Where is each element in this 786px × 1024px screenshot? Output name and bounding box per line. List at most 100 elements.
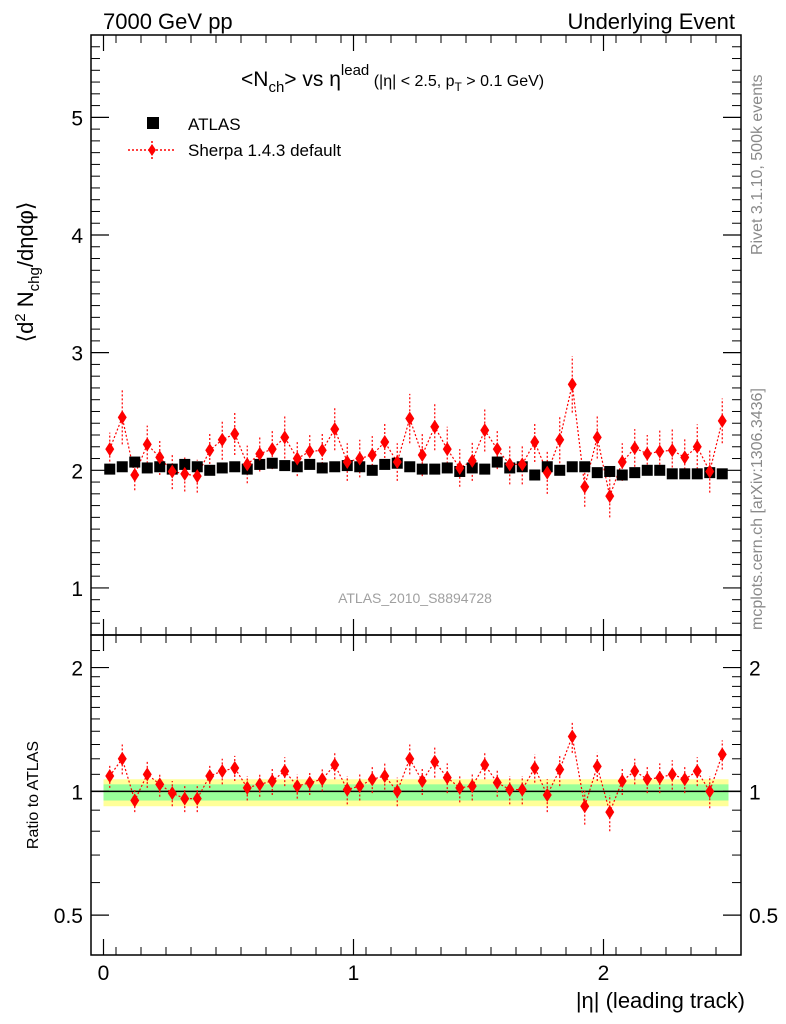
atlas-point	[141, 462, 153, 474]
ratio-point	[492, 775, 502, 790]
ratio-point	[430, 754, 440, 769]
ratio-point	[180, 791, 190, 806]
mc-point	[242, 457, 252, 472]
ratio-point	[592, 759, 602, 774]
ratio-point	[392, 784, 402, 799]
y-ratio-tick-label-right: 2	[749, 658, 761, 681]
atlas-point	[129, 456, 141, 468]
atlas-point	[629, 467, 641, 479]
mc-point	[305, 444, 315, 459]
main-data-layer	[104, 356, 728, 518]
ratio-point	[280, 764, 290, 779]
analysis-stamp: ATLAS_2010_S8894728	[338, 590, 492, 606]
atlas-point	[191, 461, 203, 473]
mc-point	[280, 430, 290, 445]
atlas-point	[154, 461, 166, 473]
ratio-point	[567, 729, 577, 744]
ratio-point	[505, 782, 515, 797]
atlas-point	[379, 458, 391, 470]
legend-data-label: ATLAS	[188, 115, 241, 134]
atlas-point	[291, 461, 303, 473]
ratio-point	[405, 751, 415, 766]
mc-point	[717, 413, 727, 428]
ratio-connect-line	[109, 734, 723, 815]
ratio-point	[355, 779, 365, 794]
axis-ticks: 1 2 3 4 5 0.5 0.5 1 1 2 2 0 1 2	[54, 34, 778, 985]
x-axis-title: |η| (leading track)	[576, 988, 745, 1013]
ratio-point	[242, 780, 252, 795]
atlas-point	[466, 462, 478, 474]
atlas-point	[441, 462, 453, 474]
atlas-point	[329, 461, 341, 473]
atlas-point	[116, 461, 128, 473]
ratio-point	[605, 805, 615, 820]
header-right: Underlying Event	[567, 9, 735, 34]
mc-point	[405, 411, 415, 426]
legend-data-marker	[147, 117, 159, 129]
ratio-point	[130, 793, 140, 808]
ratio-point	[717, 747, 727, 762]
atlas-point	[604, 465, 616, 477]
atlas-point	[104, 463, 116, 475]
mc-connect-line	[109, 384, 723, 499]
mc-point	[605, 489, 615, 504]
mc-point	[417, 448, 427, 462]
mc-point	[430, 419, 440, 434]
atlas-point	[679, 468, 691, 480]
legend-mc-marker	[148, 144, 156, 156]
atlas-point	[354, 461, 366, 473]
ratio-point	[692, 764, 702, 779]
mc-point	[530, 435, 540, 450]
atlas-point	[266, 457, 278, 469]
y-main-tick-label: 1	[71, 578, 83, 601]
mc-point	[317, 443, 327, 458]
atlas-point	[416, 463, 428, 475]
atlas-point	[616, 469, 628, 481]
legend-mc-label: Sherpa 1.4.3 default	[188, 141, 341, 160]
ratio-point	[480, 757, 490, 772]
mc-point	[192, 469, 202, 484]
mc-point	[542, 465, 552, 480]
ratio-point	[117, 751, 127, 766]
atlas-point	[566, 461, 578, 473]
mcplots-label: mcplots.cern.ch [arXiv:1306.3436]	[749, 388, 766, 630]
mc-point	[355, 451, 365, 466]
atlas-point	[554, 464, 566, 476]
mc-point	[155, 450, 165, 465]
y-ratio-tick-label-right: 1	[749, 781, 761, 804]
ratio-data-layer	[105, 721, 727, 832]
ratio-point	[255, 777, 265, 792]
y-main-tick-label: 3	[71, 343, 83, 366]
atlas-point	[366, 464, 378, 476]
ratio-point	[542, 787, 552, 802]
mc-point	[467, 453, 477, 468]
atlas-point	[654, 464, 666, 476]
mc-point	[230, 426, 240, 441]
atlas-point	[304, 458, 316, 470]
ratio-point	[267, 773, 277, 788]
mc-point	[180, 466, 190, 481]
x-tick-label: 0	[98, 962, 110, 985]
atlas-point	[279, 460, 291, 472]
y-ratio-tick-label: 0.5	[54, 905, 83, 928]
y-main-tick-label: 5	[71, 107, 83, 130]
ratio-point	[367, 772, 377, 787]
ratio-point	[617, 773, 627, 788]
mc-point	[630, 440, 640, 455]
ratio-point	[105, 768, 115, 783]
ratio-point	[142, 767, 152, 782]
mc-point	[442, 442, 452, 457]
atlas-point	[179, 458, 191, 470]
mc-point	[217, 432, 227, 447]
mc-point	[505, 457, 515, 472]
y-ratio-tick-label: 2	[71, 658, 83, 681]
ratio-point	[442, 770, 452, 785]
ratio-point	[467, 779, 477, 794]
ratio-point	[630, 764, 640, 779]
header-left: 7000 GeV pp	[103, 9, 233, 34]
mc-point	[367, 448, 377, 462]
y-ratio-tick-label-right: 0.5	[749, 905, 778, 928]
atlas-point	[529, 469, 541, 481]
atlas-point	[204, 464, 216, 476]
y-main-title: ⟨d2 Nchg/dηdφ⟩	[12, 201, 43, 342]
